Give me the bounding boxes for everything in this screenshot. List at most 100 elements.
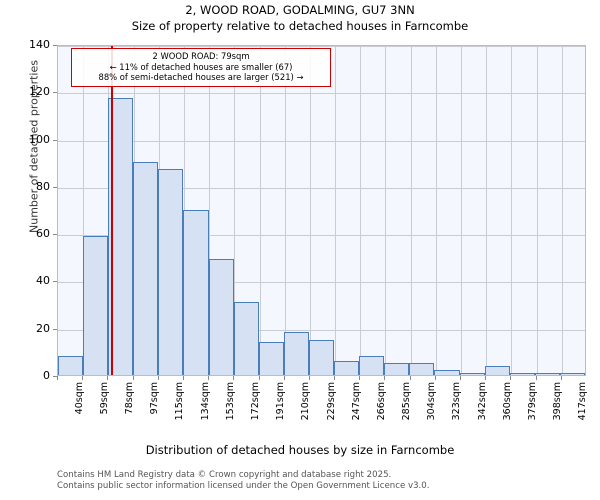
bar[interactable] bbox=[509, 372, 535, 375]
x-tick-mark bbox=[283, 376, 285, 380]
x-tick-label: 360sqm bbox=[501, 382, 513, 421]
x-tick-label: 398sqm bbox=[552, 382, 564, 421]
bar[interactable] bbox=[484, 365, 510, 375]
x-tick-label: 78sqm bbox=[123, 382, 135, 415]
y-tick-label: 80 bbox=[36, 179, 50, 193]
bar[interactable] bbox=[83, 235, 109, 375]
x-axis-tick-labels: 40sqm 59sqm 78sqm 97sqm 115sqm 134sqm 153sqm 17… bbox=[57, 376, 589, 444]
gridline-vertical bbox=[234, 46, 236, 375]
x-tick-mark bbox=[359, 376, 361, 380]
chart-subtitle: Size of property relative to detached ho… bbox=[131, 19, 469, 33]
gridline-vertical bbox=[410, 46, 412, 375]
x-tick-label: 210sqm bbox=[300, 382, 312, 421]
gridline-vertical bbox=[385, 46, 387, 375]
gridline-horizontal bbox=[58, 46, 585, 47]
x-tick-mark bbox=[107, 376, 109, 380]
gridline-vertical bbox=[561, 46, 563, 375]
gridline-vertical bbox=[360, 46, 362, 375]
x-tick-label: 379sqm bbox=[527, 382, 539, 421]
x-tick-mark bbox=[535, 376, 537, 380]
x-tick-mark bbox=[182, 376, 184, 380]
y-tick-label: 20 bbox=[36, 321, 50, 335]
x-tick-mark bbox=[409, 376, 411, 380]
bar[interactable] bbox=[559, 372, 585, 375]
x-tick-label: 247sqm bbox=[350, 382, 362, 421]
annotation-box: 2 WOOD ROAD: 79sqm ← 11% of detached hou… bbox=[71, 48, 331, 87]
y-tick-label: 40 bbox=[36, 274, 50, 288]
x-tick-label: 342sqm bbox=[476, 382, 488, 421]
x-tick-label: 115sqm bbox=[174, 382, 186, 421]
bar[interactable] bbox=[334, 360, 360, 375]
gridline-horizontal bbox=[58, 235, 585, 237]
gridline-vertical bbox=[83, 46, 85, 375]
chart-title-block: 2, WOOD ROAD, GODALMING, GU7 3NN Size of… bbox=[0, 2, 600, 34]
x-tick-label: 304sqm bbox=[426, 382, 438, 421]
x-tick-label: 153sqm bbox=[224, 382, 236, 421]
gridline-vertical bbox=[309, 46, 311, 375]
gridline-vertical bbox=[335, 46, 337, 375]
gridline-vertical bbox=[461, 46, 463, 375]
bar[interactable] bbox=[459, 372, 485, 375]
x-tick-mark bbox=[460, 376, 462, 380]
x-tick-mark bbox=[132, 376, 134, 380]
bar[interactable] bbox=[359, 356, 385, 375]
gridline-vertical bbox=[511, 46, 513, 375]
bar-series bbox=[58, 46, 585, 375]
annotation-line-1: 2 WOOD ROAD: 79sqm bbox=[152, 51, 250, 61]
bar[interactable] bbox=[258, 341, 284, 375]
x-tick-mark bbox=[82, 376, 84, 380]
gridline-vertical bbox=[435, 46, 437, 375]
gridline-horizontal bbox=[58, 93, 585, 95]
x-tick-label: 417sqm bbox=[577, 382, 589, 421]
x-tick-mark bbox=[485, 376, 487, 380]
gridline-vertical bbox=[486, 46, 488, 375]
gridline-horizontal bbox=[58, 187, 585, 189]
bar[interactable] bbox=[133, 162, 159, 375]
x-tick-mark bbox=[334, 376, 336, 380]
bar[interactable] bbox=[233, 301, 259, 375]
bar[interactable] bbox=[158, 169, 184, 375]
y-axis-title: Number of detached properties bbox=[27, 60, 41, 233]
gridline-vertical bbox=[284, 46, 286, 375]
x-tick-label: 134sqm bbox=[199, 382, 211, 421]
annotation-line-2: ← 11% of detached houses are smaller (67… bbox=[109, 61, 293, 72]
x-tick-label: 59sqm bbox=[98, 382, 110, 415]
x-tick-mark bbox=[560, 376, 562, 380]
bar[interactable] bbox=[58, 356, 84, 375]
footer-line-1: Contains HM Land Registry data © Crown c… bbox=[57, 470, 392, 480]
y-tick-label: 0 bbox=[43, 369, 50, 382]
x-tick-label: 323sqm bbox=[451, 382, 463, 421]
x-tick-mark bbox=[434, 376, 436, 380]
plot-area bbox=[57, 45, 586, 376]
bar[interactable] bbox=[283, 332, 309, 375]
x-tick-mark bbox=[157, 376, 159, 380]
x-tick-label: 172sqm bbox=[249, 382, 261, 421]
bar[interactable] bbox=[183, 209, 209, 375]
bar[interactable] bbox=[534, 372, 560, 375]
gridline-vertical bbox=[259, 46, 261, 375]
bar[interactable] bbox=[434, 370, 460, 375]
bar[interactable] bbox=[208, 259, 234, 375]
y-tick-label: 120 bbox=[29, 85, 50, 99]
footer-attribution: Contains HM Land Registry data © Crown c… bbox=[57, 470, 597, 491]
property-marker-line bbox=[111, 46, 114, 375]
x-tick-mark bbox=[510, 376, 512, 380]
bar[interactable] bbox=[308, 339, 335, 375]
x-tick-mark bbox=[308, 376, 310, 380]
x-tick-label: 191sqm bbox=[275, 382, 287, 421]
x-tick-mark bbox=[233, 376, 235, 380]
x-tick-mark bbox=[384, 376, 386, 380]
bar[interactable] bbox=[409, 363, 435, 375]
bar[interactable] bbox=[384, 363, 410, 375]
y-tick-label: 60 bbox=[36, 227, 50, 241]
x-tick-label: 97sqm bbox=[149, 382, 161, 415]
gridline-vertical bbox=[209, 46, 211, 375]
x-tick-mark bbox=[258, 376, 260, 380]
x-tick-label: 266sqm bbox=[375, 382, 387, 421]
gridline-vertical bbox=[536, 46, 538, 375]
gridline-horizontal bbox=[58, 140, 585, 142]
x-tick-mark bbox=[208, 376, 210, 380]
x-axis-title: Distribution of detached houses by size … bbox=[145, 443, 455, 457]
footer-line-2: Contains public sector information licen… bbox=[57, 480, 430, 491]
